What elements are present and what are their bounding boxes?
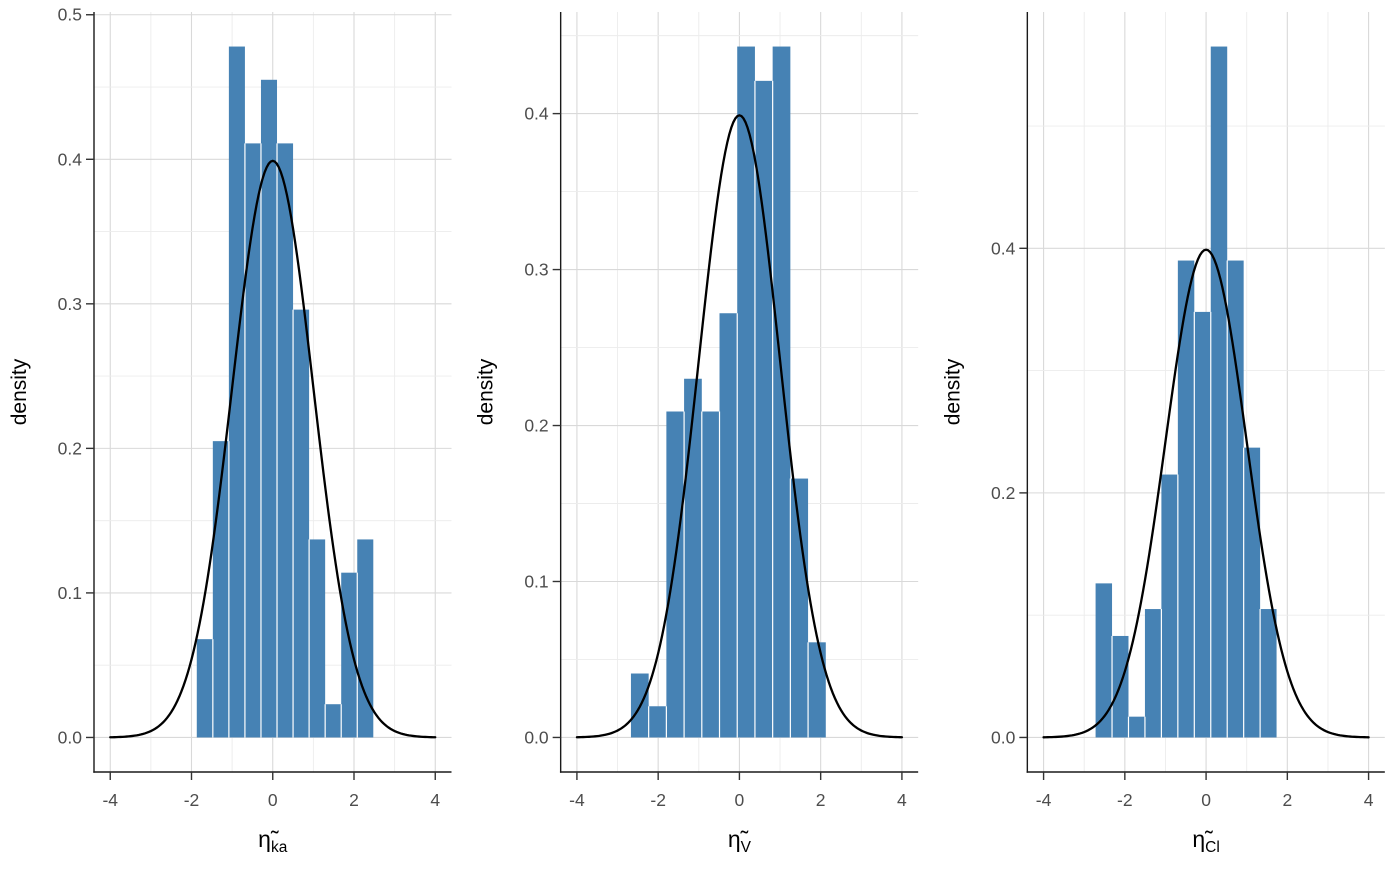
y-tick-label: 0.0: [524, 727, 549, 747]
y-tick-label: 0.3: [58, 294, 82, 314]
histogram-bar: [357, 539, 374, 738]
x-tick-label: -4: [569, 790, 585, 810]
normal-density-curve: [109, 159, 437, 739]
x-tick-label: 0: [268, 790, 278, 810]
histogram-bar: [196, 639, 213, 738]
x-tick-label: 2: [1282, 790, 1292, 810]
histogram-bar: [1144, 609, 1162, 738]
histogram-bar: [772, 46, 791, 738]
histogram-bar: [790, 478, 809, 738]
histogram-bar: [1161, 474, 1178, 738]
histogram-bar: [808, 642, 826, 738]
y-tick-label: 0.0: [58, 727, 83, 747]
y-axis-title: density: [941, 358, 964, 425]
normal-density-curve: [575, 114, 904, 739]
x-tick-label: 0: [1201, 790, 1211, 810]
x-tick-label: -2: [184, 790, 200, 810]
histogram-bar: [1095, 583, 1113, 738]
x-tick-label: 4: [897, 790, 907, 810]
histogram-bar: [1210, 46, 1228, 738]
y-tick-label: 0.2: [991, 483, 1015, 503]
y-tick-label: 0.1: [524, 571, 548, 591]
x-axis-title-subscript: Cl: [1205, 839, 1220, 856]
x-tick-label: 4: [1364, 790, 1374, 810]
x-tick-label: 0: [735, 790, 745, 810]
histogram-bar: [341, 572, 358, 738]
x-tick-label: 4: [430, 790, 440, 810]
histogram-bar: [325, 704, 342, 738]
y-tick-label: 0.3: [524, 260, 548, 280]
histogram-bar: [1194, 311, 1211, 738]
y-axis-title: density: [475, 358, 498, 425]
histogram-bar: [1260, 609, 1277, 738]
x-tick-label: -4: [1036, 790, 1052, 810]
histogram-bar: [260, 79, 278, 738]
histogram-bar: [1128, 716, 1145, 738]
histogram-bar: [293, 309, 310, 738]
histogram-bar: [228, 46, 245, 738]
histogram-bar: [648, 706, 667, 738]
histogram-bar: [684, 378, 702, 738]
normal-density-curve: [1042, 248, 1370, 739]
x-tick-label: -4: [102, 790, 118, 810]
y-axis-title: density: [8, 358, 31, 425]
x-tick-label: -2: [650, 790, 666, 810]
histogram-bar: [1243, 447, 1261, 738]
y-tick-label: 0.2: [524, 416, 548, 436]
y-tick-label: 0.4: [524, 104, 549, 124]
y-tick-label: 0.4: [58, 149, 83, 169]
x-tick-label: 2: [816, 790, 826, 810]
histogram-bar: [701, 411, 720, 738]
histogram-bar: [1177, 260, 1195, 738]
histogram-bar: [277, 143, 294, 738]
histogram-bar: [309, 539, 326, 738]
x-axis-title-subscript: V: [741, 839, 752, 856]
y-tick-label: 0.5: [58, 5, 82, 25]
x-tick-label: 2: [349, 790, 359, 810]
histogram-bar: [666, 411, 685, 738]
y-tick-label: 0.2: [58, 438, 82, 458]
y-tick-label: 0.0: [991, 727, 1016, 747]
x-tick-label: -2: [1117, 790, 1133, 810]
histogram-bar: [737, 46, 755, 738]
histogram-bar: [244, 143, 261, 738]
x-axis-title-subscript: ka: [271, 839, 288, 856]
histogram-bar: [1227, 260, 1244, 738]
y-tick-label: 0.4: [991, 238, 1016, 258]
y-tick-label: 0.1: [58, 583, 82, 603]
histogram-bar: [719, 313, 738, 738]
